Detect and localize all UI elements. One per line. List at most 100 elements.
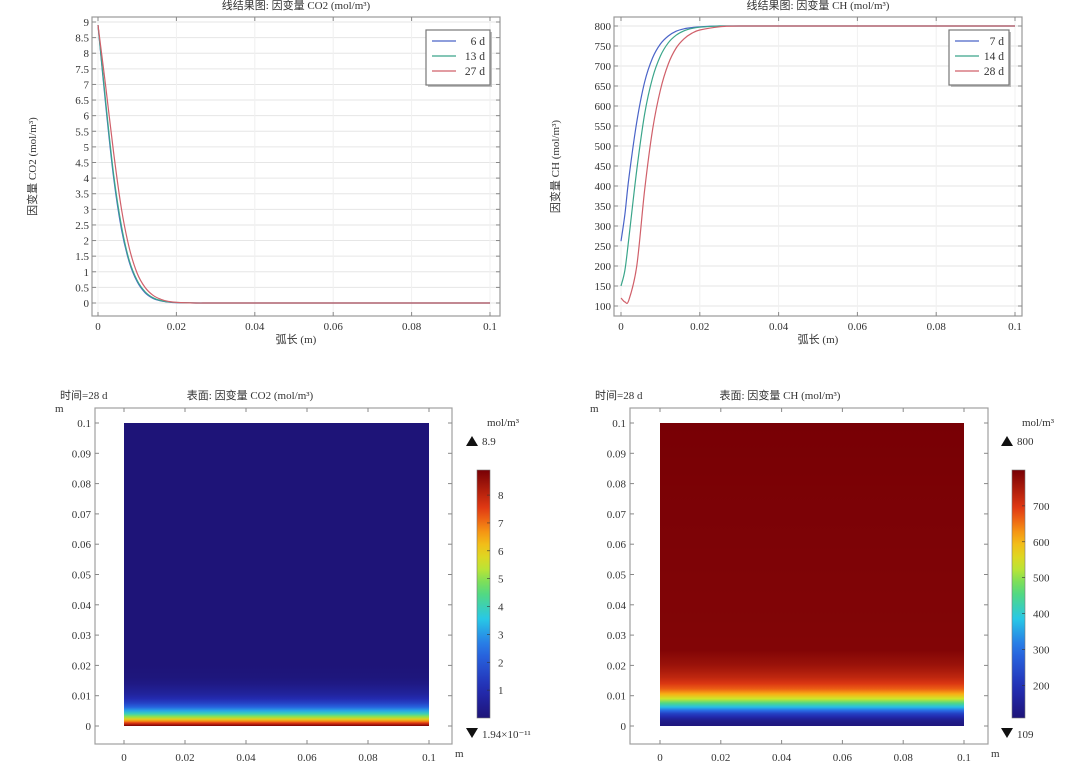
max-triangle-icon	[466, 436, 478, 446]
y-tick-label: 0.09	[72, 448, 92, 460]
y-tick-label: 7	[84, 79, 90, 91]
y-tick-label: 0.5	[75, 282, 89, 294]
y-tick-label: 350	[595, 201, 612, 213]
y-tick-label: 0	[84, 298, 90, 310]
x-tick-label: 0.08	[894, 752, 914, 764]
max-triangle-icon	[1001, 436, 1013, 446]
ch-line-plot: 线结果图: 因变量 CH (mol/m³) 100 150 200 250 300 350 4…	[548, 0, 1023, 346]
y-tick-label: 450	[595, 161, 612, 173]
x-axis-label: 弧长 (m)	[276, 332, 317, 346]
colorbar-tick-label: 5	[498, 574, 504, 586]
colorbar	[1011, 469, 1026, 719]
axes-frame	[91, 16, 501, 317]
co2-line-plot: 线结果图: 因变量 CO2 (mol/m³) 0 0.5 1 1.5 2 2.5 3 3.5 4 4…	[25, 0, 501, 346]
surface-domain	[124, 423, 429, 726]
colorbar-tick-label: 400	[1033, 609, 1050, 621]
x-tick-label: 0.1	[422, 752, 436, 764]
ch-surface-plot-panel: 时间=28 d 表面: 因变量 CH (mol/m³) m 0 0.01 0.02 0.03…	[533, 370, 1066, 771]
y-tick-label: 0.01	[72, 691, 91, 703]
x-tick-label: 0.08	[402, 321, 422, 333]
y-tick-label: 0.07	[72, 509, 92, 521]
x-tick-label: 0	[657, 752, 663, 764]
y-tick-label: 0.05	[607, 570, 627, 582]
y-tick-label: 6.5	[75, 95, 89, 107]
colorbar-unit: mol/m³	[1022, 417, 1055, 429]
min-triangle-icon	[1001, 728, 1013, 738]
colorbar-tick-label: 1	[498, 685, 504, 697]
x-unit-label: m	[991, 748, 1000, 760]
legend-box	[948, 29, 1010, 86]
y-tick-label: 150	[595, 281, 612, 293]
y-tick-label: 600	[595, 101, 612, 113]
y-tick-label: 5	[84, 142, 90, 154]
y-tick-label: 0.06	[607, 539, 627, 551]
colorbar-tick-label: 6	[498, 546, 504, 558]
y-tick-label: 650	[595, 81, 612, 93]
y-unit-label: m	[590, 403, 599, 415]
y-tick-label: 8.5	[75, 33, 89, 45]
colorbar-tick-label: 600	[1033, 537, 1050, 549]
y-tick-label: 6	[84, 111, 90, 123]
y-tick-label: 0.04	[72, 600, 92, 612]
y-tick-label: 0.03	[72, 630, 92, 642]
x-tick-label: 0.02	[711, 752, 730, 764]
x-axis-label: 弧长 (m)	[798, 332, 839, 346]
y-tick-label: 400	[595, 181, 612, 193]
colorbar-max-label: 800	[1017, 436, 1034, 448]
y-tick-label: 750	[595, 41, 612, 53]
chart-title: 线结果图: 因变量 CH (mol/m³)	[747, 0, 890, 12]
y-tick-label: 0.02	[607, 660, 626, 672]
y-tick-label: 3.5	[75, 189, 89, 201]
y-tick-label: 7.5	[75, 64, 89, 76]
colorbar-max-label: 8.9	[482, 436, 496, 448]
y-tick-label: 0.05	[72, 570, 92, 582]
x-unit-label: m	[455, 748, 464, 760]
x-tick-label: 0.06	[833, 752, 853, 764]
y-tick-label: 800	[595, 21, 612, 33]
y-axis-label: 因变量 CO2 (mol/m³)	[25, 117, 39, 216]
series-line-27d	[97, 25, 490, 304]
colorbar-tick-label: 500	[1033, 573, 1050, 585]
series-line-28d	[620, 25, 1015, 304]
y-axis-label: 因变量 CH (mol/m³)	[548, 120, 562, 213]
legend-label: 28 d	[984, 66, 1004, 78]
ch-surface-plot: 时间=28 d 表面: 因变量 CH (mol/m³) m 0 0.01 0.02 0.03…	[590, 388, 1055, 764]
y-tick-label: 200	[595, 261, 612, 273]
colorbar	[476, 469, 491, 719]
colorbar-unit: mol/m³	[487, 417, 520, 429]
y-tick-label: 550	[595, 121, 612, 133]
legend-box	[425, 29, 491, 86]
x-tick-label: 0.06	[848, 321, 868, 333]
legend-label: 27 d	[465, 66, 485, 78]
x-tick-label: 0.02	[167, 321, 186, 333]
legend-label: 6 d	[471, 36, 486, 48]
chart-title: 线结果图: 因变量 CO2 (mol/m³)	[222, 0, 371, 12]
y-tick-label: 0.1	[612, 418, 626, 430]
colorbar-tick-label: 200	[1033, 680, 1050, 692]
colorbar-tick-label: 3	[498, 629, 504, 641]
y-tick-label: 0.07	[607, 509, 627, 521]
y-tick-label: 0.04	[607, 600, 627, 612]
surface-domain	[660, 423, 964, 726]
x-tick-label: 0.06	[297, 752, 317, 764]
x-tick-label: 0.1	[483, 321, 497, 333]
y-tick-label: 2.5	[75, 220, 89, 232]
y-tick-label: 0	[86, 721, 92, 733]
chart-title: 表面: 因变量 CH (mol/m³)	[720, 388, 841, 402]
y-tick-label: 0.1	[77, 418, 91, 430]
y-tick-label: 700	[595, 61, 612, 73]
legend: 7 d 14 d 28 d	[948, 29, 1011, 87]
x-tick-label: 0.02	[175, 752, 194, 764]
y-unit-label: m	[55, 403, 64, 415]
colorbar-tick-label: 8	[498, 490, 504, 502]
y-tick-label: 8	[84, 48, 90, 60]
colorbar-tick-label: 4	[498, 602, 504, 614]
x-tick-label: 0.08	[358, 752, 378, 764]
colorbar-tick-label: 300	[1033, 644, 1050, 656]
y-tick-label: 0.08	[607, 479, 627, 491]
x-tick-label: 0.04	[772, 752, 792, 764]
x-tick-label: 0	[618, 321, 624, 333]
y-tick-label: 500	[595, 141, 612, 153]
y-tick-label: 0.01	[607, 691, 626, 703]
y-tick-label: 300	[595, 221, 612, 233]
